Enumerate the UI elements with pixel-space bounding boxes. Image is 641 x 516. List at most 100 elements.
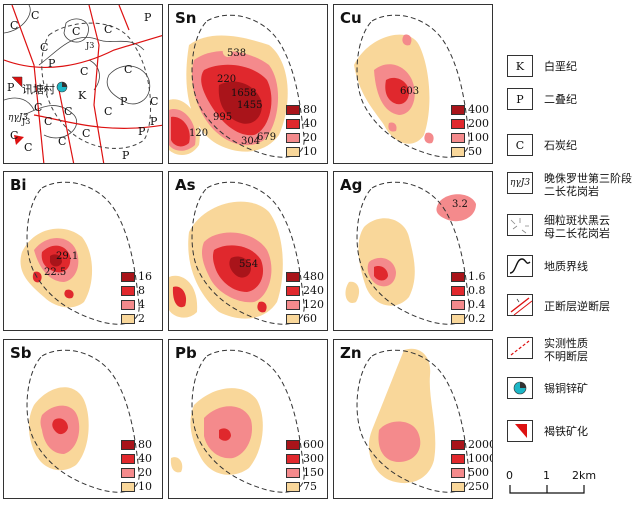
geo-label: C bbox=[24, 141, 33, 154]
anomaly-zone bbox=[436, 194, 476, 222]
scale-tick-label: 1 bbox=[543, 469, 550, 482]
geology-map-panel: C C P C C C P J3 P C C K P C C C C P C C… bbox=[3, 4, 163, 164]
legend-value: 60 bbox=[303, 312, 317, 325]
anomaly-zone bbox=[64, 289, 74, 299]
anomaly-zone bbox=[368, 348, 436, 484]
anomaly-zone bbox=[424, 132, 434, 144]
anomaly-map bbox=[354, 14, 470, 158]
deposit-icon bbox=[513, 381, 527, 395]
legend-swatch-permian: P bbox=[507, 88, 533, 110]
legend-swatch bbox=[121, 314, 135, 324]
legend-swatch bbox=[451, 119, 465, 129]
anomaly-value-label: 120 bbox=[189, 128, 209, 139]
legend-value: 8 bbox=[138, 284, 145, 297]
fault-icon bbox=[510, 297, 532, 315]
legend-text: 晚侏罗世第三阶段 二长花岗岩 bbox=[544, 172, 632, 198]
anomaly-map bbox=[170, 349, 305, 493]
geo-label: C bbox=[10, 129, 19, 142]
limonite-icon bbox=[515, 424, 527, 438]
element-title: Ag bbox=[340, 176, 363, 194]
scale-tick-label: 2km bbox=[572, 469, 597, 482]
legend-text: 正断层逆断层 bbox=[544, 300, 610, 313]
anomaly-zone bbox=[345, 281, 360, 303]
legend-value: 480 bbox=[303, 270, 324, 283]
legend-text: 地质界线 bbox=[544, 260, 588, 273]
legend-text: 白垩纪 bbox=[544, 60, 577, 73]
element-panel-ag: Ag 3.2 1.6 0.8 0.4 0.2 bbox=[333, 171, 493, 331]
legend-swatch bbox=[451, 133, 465, 143]
legend-value: 400 bbox=[468, 103, 489, 116]
legend-value: 500 bbox=[468, 466, 489, 479]
anomaly-zone bbox=[378, 421, 421, 462]
geo-label: C bbox=[40, 41, 49, 54]
anomaly-value-label: 1455 bbox=[237, 100, 263, 111]
anomaly-value-label: 220 bbox=[217, 74, 237, 85]
legend-text: 褐铁矿化 bbox=[544, 425, 588, 438]
anomaly-zone bbox=[374, 266, 388, 281]
geo-label: C bbox=[58, 135, 67, 148]
geo-label: C bbox=[10, 19, 19, 32]
legend-text: 细粒斑状黑云 母二长花岗岩 bbox=[544, 214, 610, 240]
element-title: Pb bbox=[175, 344, 197, 362]
legend-value: 20 bbox=[138, 466, 152, 479]
legend-swatch-fault bbox=[507, 294, 533, 316]
legend-value: 300 bbox=[303, 452, 324, 465]
legend-text: 实测性质 不明断层 bbox=[544, 337, 588, 363]
anomaly-map bbox=[26, 349, 140, 493]
legend-swatch bbox=[121, 286, 135, 296]
geo-label: C bbox=[64, 105, 73, 118]
legend-swatch bbox=[451, 105, 465, 115]
geo-label: C bbox=[72, 25, 81, 38]
legend-swatch bbox=[451, 440, 465, 450]
anomaly-value-label: 538 bbox=[227, 48, 247, 59]
legend-value: 600 bbox=[303, 438, 324, 451]
geology-map-lines bbox=[4, 5, 162, 163]
element-title: Zn bbox=[340, 344, 362, 362]
legend-value: 120 bbox=[303, 298, 324, 311]
legend-value: 16 bbox=[138, 270, 152, 283]
legend-swatch bbox=[286, 468, 300, 478]
legend-value: 240 bbox=[303, 284, 324, 297]
anomaly-zone bbox=[170, 457, 183, 473]
legend-value: 0.8 bbox=[468, 284, 486, 297]
legend-swatch bbox=[451, 147, 465, 157]
anomaly-zone bbox=[172, 286, 187, 308]
legend-swatch bbox=[121, 440, 135, 450]
legend-swatch bbox=[451, 314, 465, 324]
geo-label: C bbox=[44, 115, 53, 128]
anomaly-map bbox=[20, 181, 140, 325]
anomaly-zone bbox=[222, 45, 233, 57]
scale-tick-label: 0 bbox=[506, 469, 513, 482]
geo-label: C bbox=[80, 65, 89, 78]
geo-label: C bbox=[34, 101, 43, 114]
anomaly-value-label: 554 bbox=[239, 259, 259, 270]
legend-swatch bbox=[451, 286, 465, 296]
legend-swatch bbox=[121, 454, 135, 464]
anomaly-zone bbox=[50, 254, 62, 267]
element-title: Sn bbox=[175, 9, 197, 27]
legend-value: 2 bbox=[138, 312, 145, 325]
element-title: Sb bbox=[10, 344, 32, 362]
legend-swatch-deposit bbox=[507, 377, 533, 399]
anomaly-zone bbox=[388, 122, 397, 132]
geo-label: P bbox=[7, 81, 15, 94]
legend-swatch bbox=[286, 133, 300, 143]
element-panel-sb: Sb 80 40 20 10 bbox=[3, 339, 163, 499]
legend-value: 1000 bbox=[468, 452, 492, 465]
legend-swatch bbox=[121, 482, 135, 492]
legend-swatch bbox=[451, 454, 465, 464]
town-label: 讯塘村 bbox=[22, 83, 55, 96]
geo-label: C bbox=[124, 63, 133, 76]
geo-label: J3 bbox=[22, 117, 31, 126]
legend-value: 10 bbox=[303, 145, 317, 158]
legend-value: 2000 bbox=[468, 438, 492, 451]
geologic-boundary-icon bbox=[509, 258, 531, 274]
element-title: Bi bbox=[10, 176, 27, 194]
geo-label: C bbox=[31, 9, 40, 22]
anomaly-map bbox=[169, 14, 305, 158]
legend-value: 20 bbox=[303, 131, 317, 144]
anomaly-value-label: 3.2 bbox=[452, 199, 468, 210]
geo-label: P bbox=[120, 95, 128, 108]
granite-pattern-icon bbox=[510, 218, 529, 234]
legend-value: 75 bbox=[303, 480, 317, 493]
